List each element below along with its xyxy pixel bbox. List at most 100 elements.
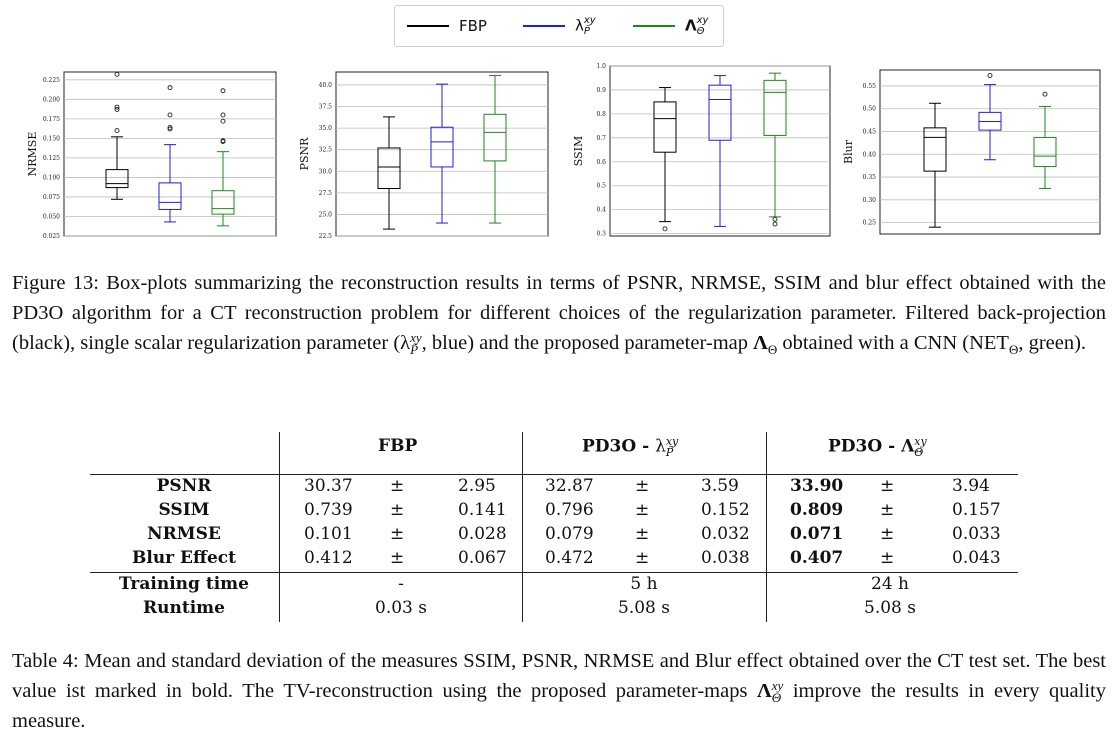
col-header-fbp: FBP xyxy=(378,436,418,456)
table-cell: 0.412 xyxy=(304,548,353,568)
table-label: Table 4: xyxy=(12,650,79,672)
outlier-point xyxy=(220,118,226,124)
y-tick-label: 0.200 xyxy=(43,96,60,103)
pm-sign: ± xyxy=(390,524,405,544)
box-iqr xyxy=(923,127,947,172)
y-tick-label: 0.5 xyxy=(596,183,606,190)
table-cell: 33.90 xyxy=(790,476,844,496)
outlier-point xyxy=(220,138,226,144)
pm-sign: ± xyxy=(635,500,650,520)
legend-label: Λ xyxy=(685,16,697,35)
y-tick-label: 35.0 xyxy=(319,125,333,132)
table-cell: 0.043 xyxy=(952,548,1001,568)
col-header-pd3o-lambda: PD3O - λ xy P̃ xyxy=(582,435,679,459)
legend-label: FBP xyxy=(459,17,487,35)
y-tick-label: 0.40 xyxy=(863,151,877,158)
y-axis-label: PSNR xyxy=(298,137,311,171)
y-tick-label: 0.225 xyxy=(43,77,60,84)
table-cell: 0.152 xyxy=(701,500,750,520)
table-cell: 0.739 xyxy=(304,500,353,520)
y-tick-label: 0.075 xyxy=(43,194,60,201)
y-tick-label: 0.050 xyxy=(43,213,60,220)
Lambda-symbol: Λ xyxy=(753,332,768,354)
y-tick-label: 1.0 xyxy=(596,63,606,70)
y-tick-label: 0.3 xyxy=(596,231,606,238)
outlier-point xyxy=(220,88,226,94)
pm-sign: ± xyxy=(880,500,895,520)
table-cell: 2.95 xyxy=(458,476,496,496)
y-tick-label: 0.7 xyxy=(596,135,606,142)
table-cell: 0.071 xyxy=(790,524,844,544)
y-tick-label: 0.125 xyxy=(43,155,60,162)
outlier-point xyxy=(772,221,778,227)
y-tick-label: 0.025 xyxy=(43,233,60,240)
table-cell: 5.08 s xyxy=(864,598,916,618)
table-rule xyxy=(90,474,1018,475)
caption-text: , blue) and the proposed parameter-map xyxy=(421,332,754,354)
row-label: SSIM xyxy=(158,500,210,520)
table-cell: 24 h xyxy=(871,574,909,594)
row-label: Runtime xyxy=(143,598,225,618)
table-cell: 0.101 xyxy=(304,524,353,544)
y-axis-label: Blur xyxy=(842,139,855,164)
caption-text: obtained with a CNN (NET xyxy=(777,332,1009,354)
y-tick-label: 27.5 xyxy=(319,190,333,197)
outlier-point xyxy=(114,128,120,134)
y-tick-label: 0.100 xyxy=(43,174,60,181)
box-iqr xyxy=(483,113,507,162)
y-axis-label: SSIM xyxy=(572,136,585,167)
table-cell: 30.37 xyxy=(304,476,353,496)
outlier-point xyxy=(987,73,993,78)
box-iqr xyxy=(763,79,787,136)
caption-text: Mean and standard deviation of the measu… xyxy=(12,650,1106,702)
y-tick-label: 0.8 xyxy=(596,111,606,118)
legend-item-fbp: FBP xyxy=(407,6,487,46)
outlier-point xyxy=(167,124,173,130)
pm-sign: ± xyxy=(635,524,650,544)
y-tick-label: 0.30 xyxy=(863,197,877,204)
boxplot-svg: 0.25 0.30 0.35 0.40 0.45 0.50 0.55 Blur xyxy=(842,69,1101,235)
box-iqr xyxy=(377,147,401,190)
row-label: PSNR xyxy=(156,476,212,496)
box-iqr xyxy=(211,190,235,215)
boxplot-svg: 0.3 0.4 0.5 0.6 0.7 0.8 0.9 1.0 SSIM xyxy=(572,63,831,238)
table-cell: - xyxy=(398,574,404,594)
y-tick-label: 25.0 xyxy=(319,211,333,218)
legend-sub: P̃ xyxy=(583,26,590,37)
table-divider xyxy=(766,432,767,622)
row-label: Blur Effect xyxy=(132,548,236,568)
y-tick-label: 0.9 xyxy=(596,87,606,94)
y-tick-label: 0.150 xyxy=(43,135,60,142)
table-divider xyxy=(522,432,523,622)
boxplot-psnr: 22.5 25.0 27.5 30.0 32.5 35.0 37.5 40.0 PSNR xyxy=(292,68,554,240)
outlier-point xyxy=(167,112,173,118)
boxplot-svg: 0.025 0.050 0.075 0.100 0.125 0.150 0.175 0.200… xyxy=(26,71,277,240)
legend-sup: xy xyxy=(696,15,709,26)
legend-line-black xyxy=(407,25,449,27)
y-tick-label: 0.6 xyxy=(596,159,606,166)
caption-text: improve the results in every quality mea… xyxy=(12,680,1106,732)
outlier-point xyxy=(662,226,668,232)
box-iqr xyxy=(105,169,129,189)
y-tick-label: 22.5 xyxy=(319,233,333,240)
table-cell: 0.033 xyxy=(952,524,1001,544)
row-label: Training time xyxy=(119,574,249,594)
table-cell: 0.407 xyxy=(790,548,844,568)
legend-line-blue xyxy=(523,25,565,27)
table-cell: 0.796 xyxy=(545,500,594,520)
boxplot-nrmse: 0.025 0.050 0.075 0.100 0.125 0.150 0.175 0.200… xyxy=(20,68,282,240)
legend-label: λ xyxy=(575,16,584,35)
pm-sign: ± xyxy=(880,524,895,544)
pm-sign: ± xyxy=(390,476,405,496)
outlier-point xyxy=(114,71,120,77)
table-cell: 32.87 xyxy=(545,476,594,496)
figure-caption: Figure 13: Box-plots summarizing the rec… xyxy=(12,272,1106,358)
caption-text: Box-plots summarizing the reconstruction… xyxy=(12,272,1106,354)
y-tick-label: 0.55 xyxy=(863,83,877,90)
y-tick-label: 30.0 xyxy=(319,168,333,175)
outlier-point xyxy=(167,85,173,91)
pm-sign: ± xyxy=(390,548,405,568)
y-tick-label: 0.45 xyxy=(863,129,877,136)
table-cell: 0.032 xyxy=(701,524,750,544)
